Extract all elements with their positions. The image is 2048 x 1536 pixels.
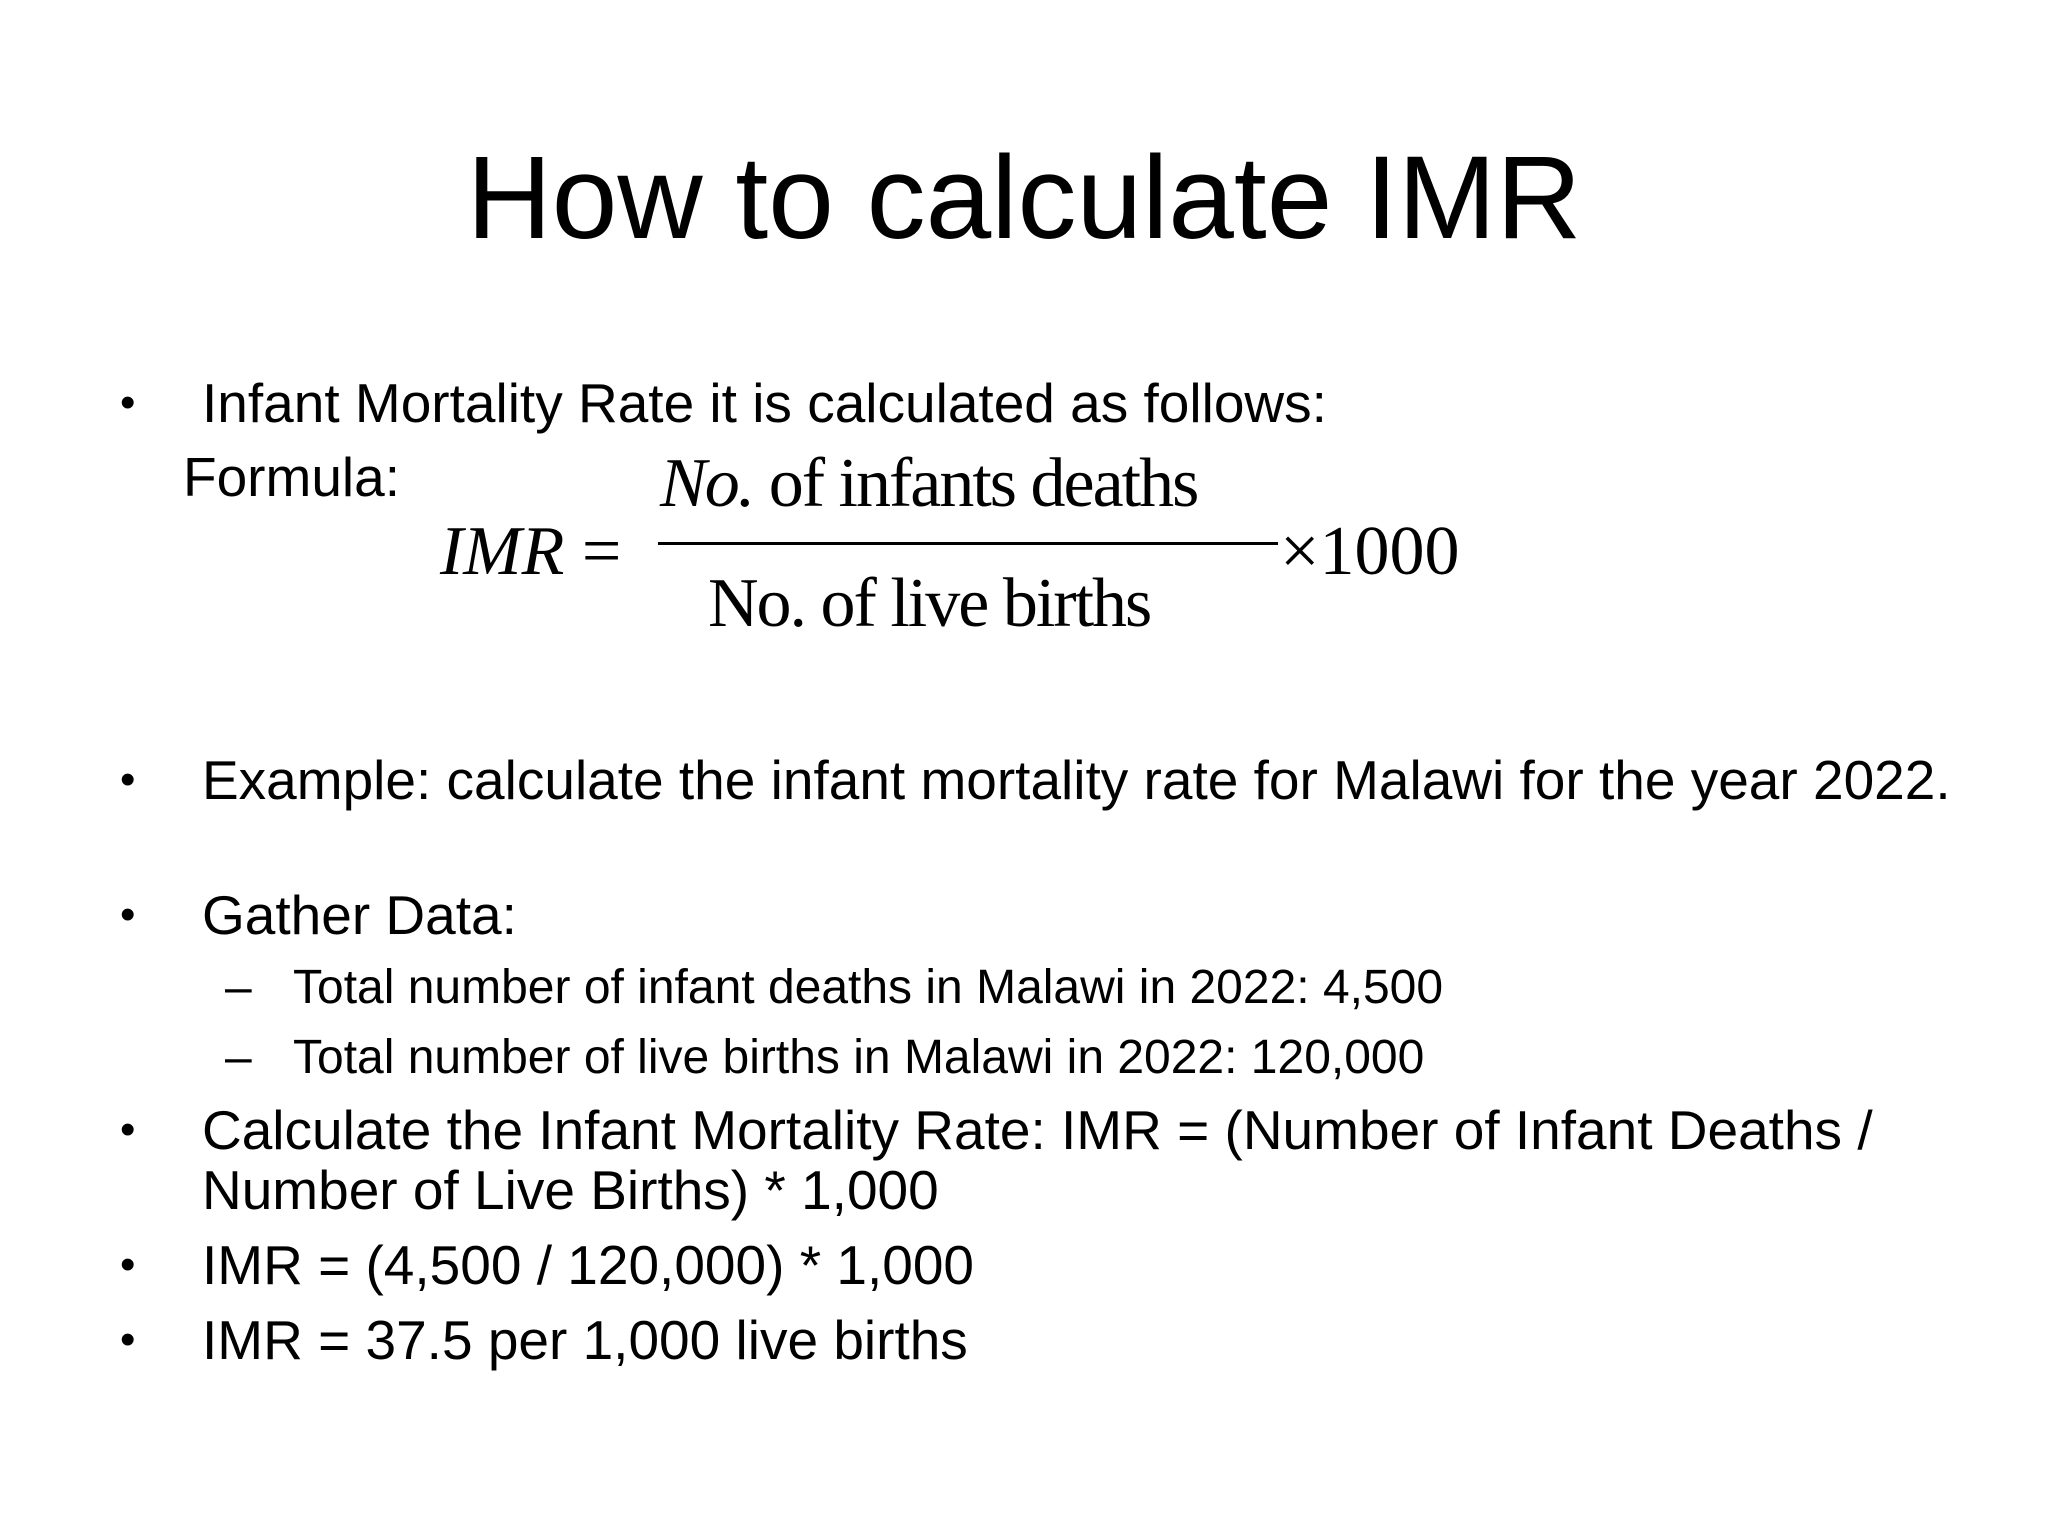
calculate-text-content: Calculate the Infant Mortality Rate: IMR… <box>202 1099 1873 1221</box>
bullet-icon: • <box>120 890 136 939</box>
formula-label: Formula: <box>183 446 400 508</box>
substitution-text: IMR = (4,500 / 120,000) * 1,000 <box>202 1234 975 1296</box>
formula-lhs: IMR = <box>440 512 621 592</box>
calculate-text: Calculate the Infant Mortality Rate: IMR… <box>202 1100 2048 1220</box>
formula-equals: = <box>581 513 622 590</box>
data-point-text: Total number of live births in Malawi in… <box>293 1031 1425 1084</box>
example-text: Example: calculate the infant mortality … <box>202 750 2048 810</box>
formula-denominator: No. of live births <box>708 565 1152 642</box>
slide-title: How to calculate IMR <box>466 132 1582 264</box>
bullet-icon: • <box>120 378 136 427</box>
bullet-icon: • <box>120 1105 136 1154</box>
formula-multiplier: ×1000 <box>1280 513 1460 590</box>
result-text: IMR = 37.5 per 1,000 live births <box>202 1309 968 1371</box>
formula-numerator-var: No. <box>660 445 755 522</box>
imr-formula: IMR = No. of infants deaths No. of live … <box>440 445 1500 652</box>
example-text-content: Example: calculate the infant mortality … <box>202 749 1951 811</box>
formula-lhs-var: IMR <box>440 513 565 590</box>
bullet-icon: • <box>120 1315 136 1364</box>
bullet-icon: • <box>120 1240 136 1289</box>
intro-text: Infant Mortality Rate it is calculated a… <box>202 372 1327 434</box>
gather-text: Gather Data: <box>202 884 517 946</box>
bullet-icon: • <box>120 755 136 804</box>
data-point-text: Total number of infant deaths in Malawi … <box>293 961 1444 1014</box>
formula-numerator: No. of infants deaths <box>660 444 1720 524</box>
fraction-bar <box>658 542 1278 545</box>
dash-icon: – <box>225 1031 252 1084</box>
formula-numerator-text: of infants deaths <box>753 445 1200 522</box>
dash-icon: – <box>225 961 252 1014</box>
